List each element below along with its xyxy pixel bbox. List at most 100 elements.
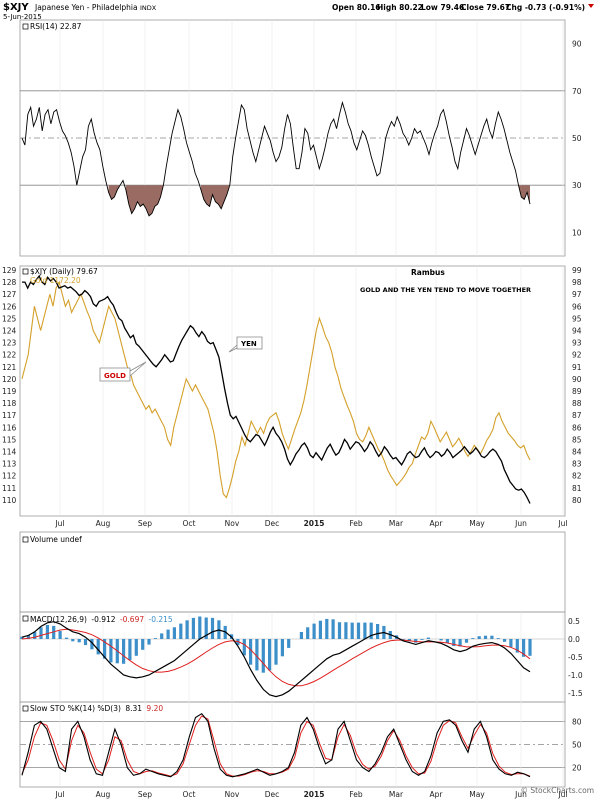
volume-legend-swatch (22, 536, 29, 543)
yen-y-tick: 99 (572, 266, 582, 275)
yen-y-tick: 84 (572, 448, 582, 457)
yen-y-tick: 82 (572, 472, 582, 481)
macd-hist-bar (255, 639, 259, 671)
gold-y-tick: 113 (2, 460, 17, 469)
macd-hist-bar (77, 639, 81, 643)
macd-hist-bar (477, 636, 481, 639)
macd-hist-bar (458, 639, 462, 647)
macd-hist-bar (522, 639, 526, 657)
price-panel (19, 265, 566, 517)
x-tick-label: Sep (138, 519, 152, 528)
macd-hist-bar (198, 616, 202, 639)
macd-hist-bar (471, 638, 475, 639)
yen-y-tick: 94 (572, 327, 582, 336)
x-tick-label: Jul (54, 519, 64, 528)
macd-hist-bar (45, 625, 49, 639)
gold-line (21, 280, 531, 499)
header-open: Open 80.16 (332, 3, 381, 12)
macd-hist-bar (337, 622, 342, 639)
macd-y-tick: -1.5 (568, 689, 583, 698)
rsi-y-tick: 30 (572, 181, 582, 190)
gold-y-tick: 123 (2, 339, 17, 348)
sto-y-tick: 20 (572, 764, 582, 773)
x-tick-label: Nov (225, 790, 240, 799)
macd-hist-bar (299, 632, 303, 639)
macd-hist-bar (191, 617, 195, 639)
macd-hist-bar (52, 625, 56, 639)
macd-hist-bar (249, 639, 253, 665)
x-tick-label: Feb (349, 519, 363, 528)
macd-hist-bar (128, 639, 132, 661)
macd-hist-bar (103, 639, 107, 659)
macd-hist-bar (236, 639, 240, 646)
yen-y-tick: 95 (572, 314, 582, 323)
macd-hist-bar (483, 635, 488, 639)
price-title: Rambus (411, 268, 445, 277)
x-tick-label: Apr (430, 519, 444, 528)
macd-hist-bar (39, 627, 43, 639)
rsi-y-tick: 10 (572, 228, 582, 237)
yen-y-tick: 89 (572, 387, 582, 396)
macd-hist-bar (350, 622, 354, 639)
macd-legend-label: MACD(12,26,9) (30, 615, 87, 624)
macd-hist-bar (166, 629, 170, 639)
header-name: Japanese Yen - Philadelphia (34, 3, 138, 12)
macd-legend-swatch (22, 615, 29, 622)
macd-line (21, 621, 531, 698)
x-tick-label: Sep (138, 790, 152, 799)
x-tick-label: Jul (54, 790, 64, 799)
yen-callout-box (228, 336, 263, 353)
yen-legend-swatch (22, 268, 29, 275)
macd-hist-bar (515, 639, 519, 653)
volume-legend: Volume undef (30, 535, 82, 544)
yen-y-tick: 96 (572, 302, 582, 311)
macd-hist-bar (439, 639, 443, 641)
x-tick-label: Aug (96, 519, 111, 528)
x-tick-label: Jul (557, 790, 567, 799)
macd-signal-line (21, 628, 531, 687)
gold-y-tick: 116 (2, 423, 17, 432)
macd-hist-bar (210, 617, 215, 639)
gold-callout: GOLD (104, 372, 126, 380)
macd-hist-bar (496, 638, 500, 639)
x-tick-label: Jun (514, 790, 527, 799)
gold-y-tick: 119 (2, 387, 17, 396)
x-tick-label: Nov (225, 519, 240, 528)
x-tick-label: Mar (389, 519, 404, 528)
price-subtitle: GOLD AND THE YEN TEND TO MOVE TOGETHER (360, 286, 531, 294)
yen-y-tick: 92 (572, 351, 582, 360)
header-exchange: INDX (140, 4, 157, 12)
volume-panel (19, 531, 566, 613)
sto-legend-swatch (22, 705, 29, 712)
gold-y-tick: 125 (2, 314, 17, 323)
macd-hist-bar (141, 639, 145, 650)
macd-legend: MACD(12,26,9) -0.912 -0.697 -0.215 (30, 615, 173, 624)
x-tick-label: Aug (96, 790, 111, 799)
yen-y-tick: 91 (572, 363, 582, 372)
macd-hist-bar (261, 639, 265, 673)
gold-y-tick: 128 (2, 278, 17, 287)
x-tick-label: Jul (557, 519, 567, 528)
macd-hist-bar (153, 638, 157, 639)
macd-legend-signal: -0.697 (120, 615, 144, 624)
macd-hist-bar (185, 620, 189, 639)
sto-k-line (21, 712, 531, 778)
macd-hist-bar (356, 622, 361, 639)
yen-y-tick: 80 (572, 496, 582, 505)
macd-hist-bar (420, 639, 424, 640)
yen-y-tick: 86 (572, 423, 582, 432)
macd-hist-bar (33, 632, 37, 639)
rsi-line (21, 100, 531, 217)
gold-y-tick: 121 (2, 363, 17, 372)
gold-callout-box (99, 361, 147, 382)
macd-hist-bar (147, 639, 151, 645)
macd-hist-bar (344, 622, 348, 639)
x-tick-label: Dec (265, 519, 280, 528)
macd-hist-bar (58, 631, 62, 639)
gold-y-tick: 115 (2, 435, 17, 444)
macd-hist-bar (318, 620, 322, 639)
macd-hist-bar (134, 639, 138, 656)
x-tick-label: Dec (265, 790, 280, 799)
